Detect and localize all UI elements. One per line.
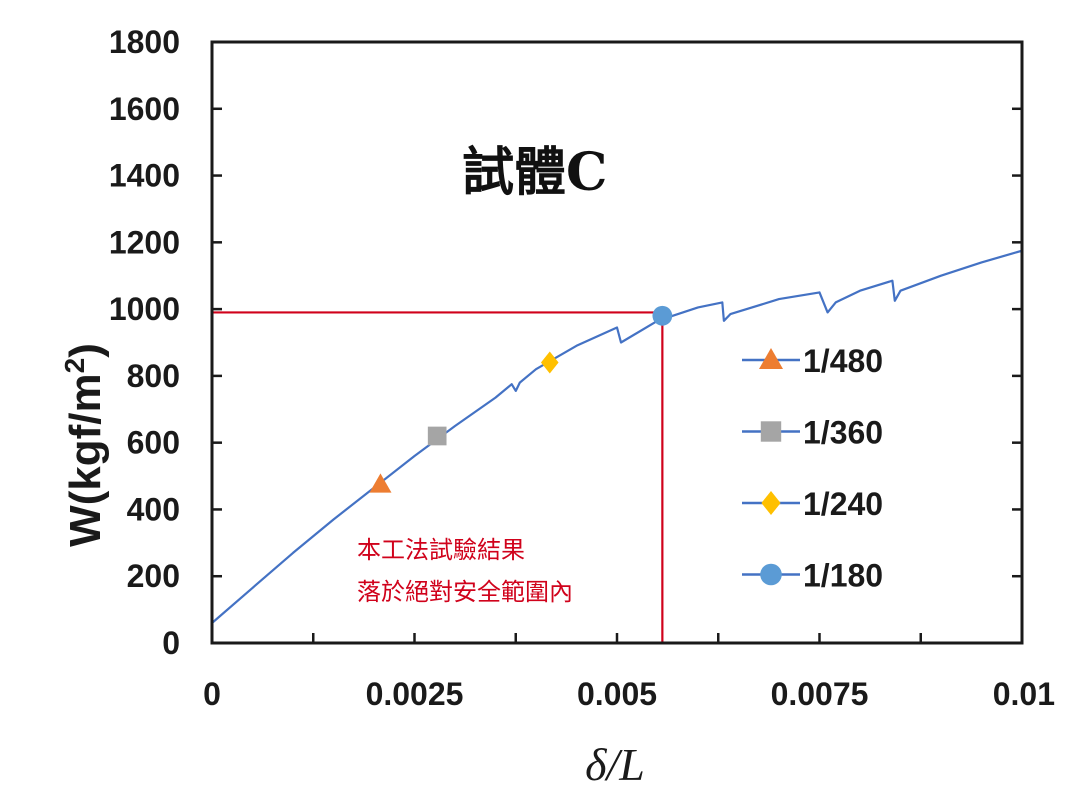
chart-title: 試體C [462,142,607,203]
legend-marker-diamond [761,491,781,515]
y-tick-label: 400 [127,491,180,527]
axis-ticks [210,40,1024,645]
plot-area-frame [210,40,1024,645]
legend-item: 1/480 [742,343,883,379]
legend-marker-square [760,421,782,442]
annotation-line-1: 本工法試驗結果 [357,536,525,564]
y-tick-label: 1800 [109,24,180,60]
y-tick-label: 0 [162,625,180,661]
legend-label: 1/480 [803,343,883,379]
y-tick-label: 1600 [109,91,180,127]
legend-label: 1/360 [803,415,883,451]
data-line [211,249,1024,624]
y-tick-label: 200 [127,558,180,594]
x-tick-label: 0.005 [577,676,657,712]
legend-item: 1/240 [742,486,883,522]
marker-square [427,426,447,446]
legend-marker-triangle [759,348,783,369]
y-tick-label: 1000 [109,291,180,327]
y-axis-tick-labels: 0 200 400 600 800 1000 1200 1400 1600 1800 [109,24,180,661]
x-tick-label: 0.0025 [366,676,464,712]
y-tick-label: 800 [127,358,180,394]
reference-lines [212,311,664,643]
x-axis-label: δ/L [585,739,645,790]
legend: 1/480 1/360 1/240 1/180 [742,343,883,594]
y-axis-label: W(kgf/m2) [59,343,110,547]
series-markers [369,305,673,493]
legend-label: 1/240 [803,486,883,522]
y-axis-label-close: ) [61,343,110,358]
x-tick-label: 0 [203,676,221,712]
legend-marker-circle [760,563,782,586]
x-tick-label: 0.01 [993,676,1055,712]
y-axis-label-text: W(kgf/m [61,373,110,547]
x-axis-tick-labels: 0 0.0025 0.005 0.0075 0.01 [203,676,1055,712]
y-tick-label: 1400 [109,158,180,194]
y-tick-label: 1200 [109,224,180,260]
annotation: 本工法試驗結果 落於絕對安全範圍內 [357,536,573,606]
marker-triangle [369,473,392,493]
legend-label: 1/180 [803,558,883,594]
annotation-line-2: 落於絕對安全範圍內 [357,578,573,606]
legend-item: 1/360 [742,415,883,451]
marker-circle [652,305,673,326]
x-tick-label: 0.0075 [771,676,869,712]
legend-item: 1/180 [742,558,883,594]
marker-diamond [540,351,559,374]
y-axis-label-superscript: 2 [59,358,90,374]
y-tick-label: 600 [127,425,180,461]
